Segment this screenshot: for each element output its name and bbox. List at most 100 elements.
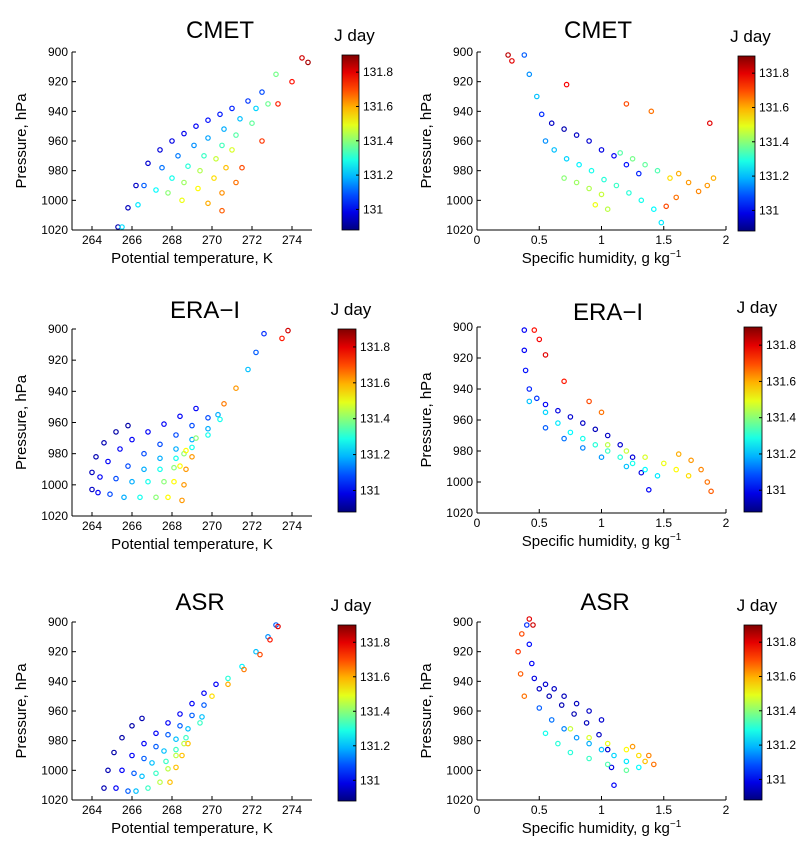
data-point <box>253 105 259 112</box>
data-point <box>233 179 239 186</box>
colorbar <box>341 54 360 231</box>
data-point <box>119 767 125 774</box>
y-tick-label: 1020 <box>446 223 473 237</box>
data-point <box>555 420 561 426</box>
data-point <box>173 446 179 452</box>
data-point <box>526 641 533 648</box>
colorbar-tick-label: 131.8 <box>360 340 390 354</box>
data-point <box>89 486 95 493</box>
colorbar-tick-label: 131.4 <box>363 134 393 148</box>
chart-svg: CMET 264 266 268 270 272 274 900 920 940 960 980 100… <box>13 17 393 267</box>
data-point <box>157 779 163 786</box>
data-point <box>617 454 624 461</box>
data-point <box>629 454 636 461</box>
y-tick-label: 900 <box>453 320 473 334</box>
data-point <box>586 398 592 405</box>
data-point <box>261 330 267 337</box>
data-point <box>526 71 533 78</box>
data-point <box>611 782 617 789</box>
data-point <box>623 463 630 470</box>
data-point <box>285 327 291 334</box>
data-point <box>663 203 670 210</box>
x-tick-label: 268 <box>162 233 182 247</box>
colorbar-tick-label: 131.4 <box>766 704 796 718</box>
data-point <box>617 442 624 448</box>
y-tick-label: 940 <box>48 104 68 118</box>
data-point <box>623 767 630 774</box>
data-point <box>161 421 167 427</box>
y-tick-label: 1000 <box>446 475 473 489</box>
data-point <box>611 153 617 159</box>
x-tick-label: 1 <box>598 803 605 817</box>
data-point <box>608 764 615 771</box>
y-tick-label: 900 <box>48 615 68 629</box>
data-point <box>139 773 145 780</box>
colorbar <box>737 55 756 232</box>
x-tick-label: 270 <box>202 233 222 247</box>
data-point <box>165 731 171 738</box>
data-point <box>675 170 682 177</box>
chart-panel-3: ERA−I 264 266 268 270 272 274 900 920 940 960 980 10… <box>0 280 400 560</box>
data-point <box>119 734 125 741</box>
data-point <box>576 161 582 168</box>
colorbar-label: J day <box>331 596 372 615</box>
colorbar-tick-label: 131.2 <box>759 169 789 183</box>
data-point <box>137 494 143 501</box>
data-point <box>617 150 624 156</box>
data-point <box>542 409 549 416</box>
data-point <box>259 89 265 95</box>
chart-panel-2: CMET 0 0.5 1 1.5 2 900 920 940 960 980 1000 1020 Spec… <box>402 0 802 280</box>
colorbar-tick-label: 131.4 <box>360 704 390 718</box>
data-point <box>89 469 95 476</box>
colorbar-tick-label: 131.4 <box>759 135 789 149</box>
data-point <box>181 179 187 186</box>
colorbar-tick-label: 131 <box>766 772 786 786</box>
x-tick-label: 272 <box>242 519 262 533</box>
colorbar-tick-label: 131 <box>360 773 380 787</box>
data-point <box>185 726 191 732</box>
data-point <box>253 349 259 356</box>
data-point <box>141 182 147 189</box>
data-point <box>141 740 147 747</box>
data-point <box>542 401 549 408</box>
scatter-points <box>505 52 717 226</box>
data-point <box>107 491 113 498</box>
colorbar-tick-label: 131.4 <box>766 411 796 425</box>
x-tick-label: 0.5 <box>531 516 548 530</box>
data-point <box>167 779 173 786</box>
data-point <box>129 478 135 485</box>
data-point <box>626 190 632 196</box>
data-point <box>583 720 590 726</box>
data-point <box>279 335 285 342</box>
data-point <box>219 207 225 214</box>
data-point <box>201 702 207 708</box>
data-point <box>181 130 187 137</box>
colorbar-tick-label: 131.6 <box>360 376 390 390</box>
data-point <box>660 460 667 467</box>
chart-svg: ERA−I 264 266 268 270 272 274 900 920 940 960 980 10… <box>13 297 390 553</box>
data-point <box>505 52 511 58</box>
data-point <box>219 142 225 149</box>
colorbar <box>337 624 357 802</box>
data-point <box>125 788 131 794</box>
y-tick-label: 940 <box>453 104 473 118</box>
data-point <box>604 442 611 448</box>
x-tick-label: 266 <box>122 233 142 247</box>
data-point <box>157 466 163 473</box>
y-tick-label: 1000 <box>41 763 68 777</box>
data-point <box>524 622 530 628</box>
y-tick-label: 960 <box>453 134 473 148</box>
data-point <box>101 785 107 791</box>
data-point <box>173 752 179 759</box>
colorbar-tick-label: 131.8 <box>766 338 796 352</box>
data-point <box>636 170 642 177</box>
data-point <box>534 395 540 402</box>
colorbar-label: J day <box>334 26 375 45</box>
data-point <box>651 206 657 213</box>
data-point <box>209 693 215 700</box>
x-tick-label: 2 <box>723 803 730 817</box>
data-point <box>573 179 580 186</box>
x-tick-label: 274 <box>282 519 302 533</box>
data-point <box>171 464 177 471</box>
